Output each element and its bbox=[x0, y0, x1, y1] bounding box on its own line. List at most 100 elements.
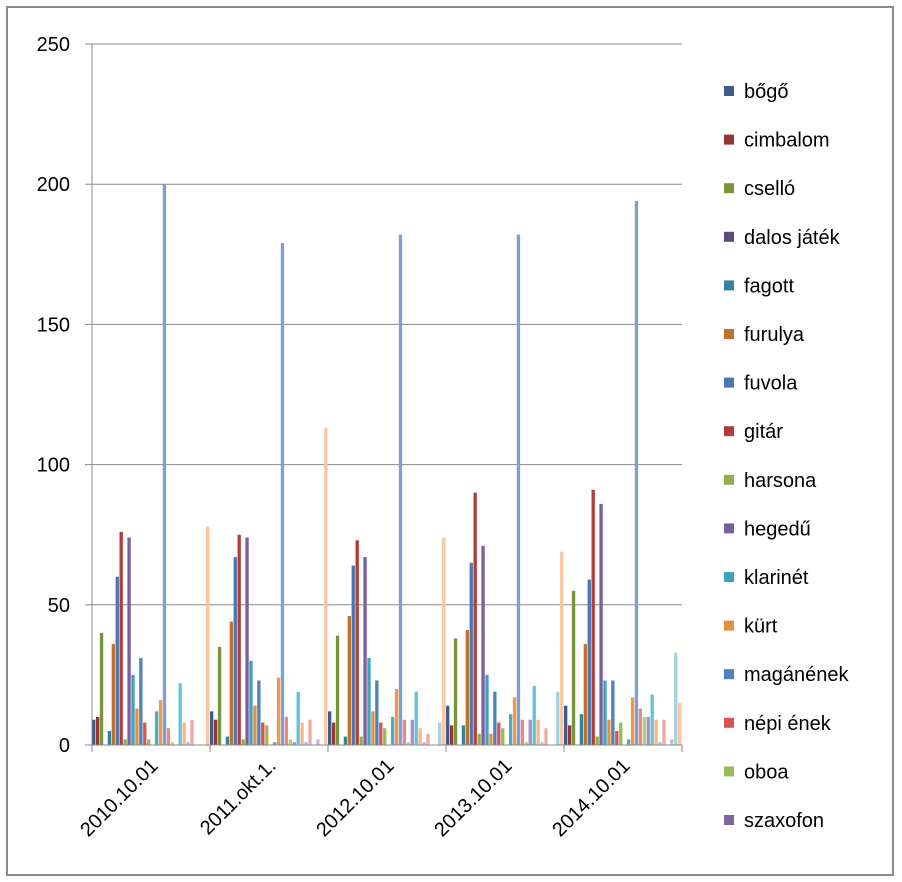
legend-label: dalos játék bbox=[744, 227, 841, 249]
bar bbox=[324, 428, 328, 745]
bar bbox=[233, 557, 237, 745]
gridlines bbox=[92, 43, 682, 606]
bar bbox=[438, 722, 442, 745]
bar bbox=[674, 652, 678, 745]
bar bbox=[414, 691, 418, 745]
bar bbox=[406, 742, 410, 745]
bar bbox=[390, 716, 395, 745]
bar bbox=[449, 725, 454, 745]
bar bbox=[335, 635, 340, 745]
bar bbox=[355, 540, 359, 745]
legend-swatch bbox=[724, 717, 734, 728]
bar bbox=[331, 722, 336, 745]
legend-label: hegedű bbox=[744, 518, 811, 540]
bar bbox=[241, 739, 245, 745]
bar bbox=[422, 742, 426, 745]
x-axis-ticks: 2010.10.01 2011.okt.1. 2012.10.01 2013.10.0… bbox=[76, 745, 683, 841]
legend-swatch bbox=[724, 620, 734, 631]
legend-swatch bbox=[724, 280, 734, 291]
y-tick-label: 0 bbox=[59, 735, 70, 757]
bar bbox=[410, 719, 414, 745]
bar bbox=[524, 742, 528, 745]
bar bbox=[583, 644, 587, 745]
legend-label: gitár bbox=[744, 421, 783, 443]
legend-label: kürt bbox=[744, 616, 778, 638]
bar bbox=[237, 534, 241, 745]
bar bbox=[206, 526, 210, 745]
legend-swatch bbox=[724, 377, 734, 388]
bar bbox=[300, 722, 304, 745]
bar bbox=[139, 658, 143, 745]
bar bbox=[92, 719, 96, 745]
bar bbox=[296, 691, 300, 745]
bar bbox=[564, 705, 568, 745]
bar bbox=[284, 716, 289, 745]
legend-swatch bbox=[724, 231, 734, 242]
y-tick-label: 100 bbox=[37, 455, 70, 477]
bar bbox=[328, 711, 332, 745]
bar bbox=[426, 733, 430, 745]
legend-swatch bbox=[724, 426, 734, 437]
legend-swatch bbox=[724, 815, 734, 825]
bar bbox=[446, 705, 450, 745]
bar bbox=[532, 686, 536, 745]
bar bbox=[615, 730, 619, 745]
legend-label: oboa bbox=[744, 761, 789, 783]
bar bbox=[678, 702, 682, 745]
legend-swatch bbox=[724, 183, 734, 194]
legend-label: furulya bbox=[744, 324, 805, 346]
bar bbox=[489, 733, 493, 745]
bar bbox=[272, 742, 277, 745]
bar bbox=[587, 579, 591, 745]
bar bbox=[280, 243, 285, 745]
bar bbox=[158, 700, 163, 745]
legend-swatch bbox=[724, 474, 734, 485]
bar bbox=[363, 557, 367, 745]
bar bbox=[465, 630, 469, 745]
legend-label: fuvola bbox=[744, 373, 798, 395]
bars bbox=[92, 184, 682, 746]
bar bbox=[375, 680, 379, 745]
y-axis-ticks: 0 50 100 150 200 250 bbox=[37, 34, 92, 757]
bar bbox=[119, 531, 123, 745]
bar bbox=[288, 739, 292, 745]
bar bbox=[229, 621, 233, 745]
bar bbox=[253, 705, 257, 745]
bar bbox=[528, 719, 532, 745]
bar bbox=[560, 551, 564, 745]
legend-label: fagott bbox=[744, 275, 794, 297]
bar bbox=[670, 739, 674, 745]
bar bbox=[619, 722, 623, 745]
bar bbox=[178, 683, 182, 745]
bar bbox=[497, 722, 501, 745]
bar bbox=[162, 184, 167, 745]
legend-label: magánének bbox=[744, 664, 850, 686]
bar bbox=[556, 691, 560, 745]
bar bbox=[626, 739, 631, 745]
y-tick-label: 250 bbox=[37, 34, 70, 56]
legend-swatch bbox=[724, 766, 734, 777]
bar bbox=[516, 234, 521, 746]
legend-label: bőgő bbox=[744, 81, 789, 103]
bar bbox=[453, 638, 458, 745]
bar bbox=[473, 492, 477, 745]
bar bbox=[265, 725, 269, 745]
legend-label: cselló bbox=[744, 178, 795, 200]
bar bbox=[249, 660, 253, 745]
bar bbox=[591, 489, 595, 745]
x-tick-label: 2011.okt.1. bbox=[196, 755, 280, 839]
bar bbox=[650, 694, 654, 745]
bar bbox=[634, 201, 639, 745]
legend-swatch bbox=[724, 669, 734, 680]
bar bbox=[359, 736, 363, 745]
bar bbox=[99, 632, 104, 745]
bar bbox=[213, 719, 218, 745]
bar bbox=[186, 742, 190, 745]
bar bbox=[611, 680, 615, 745]
legend-label: cimbalom bbox=[744, 130, 830, 152]
bar bbox=[343, 736, 348, 745]
bar bbox=[170, 742, 174, 745]
bar bbox=[123, 739, 127, 745]
bar bbox=[379, 722, 383, 745]
